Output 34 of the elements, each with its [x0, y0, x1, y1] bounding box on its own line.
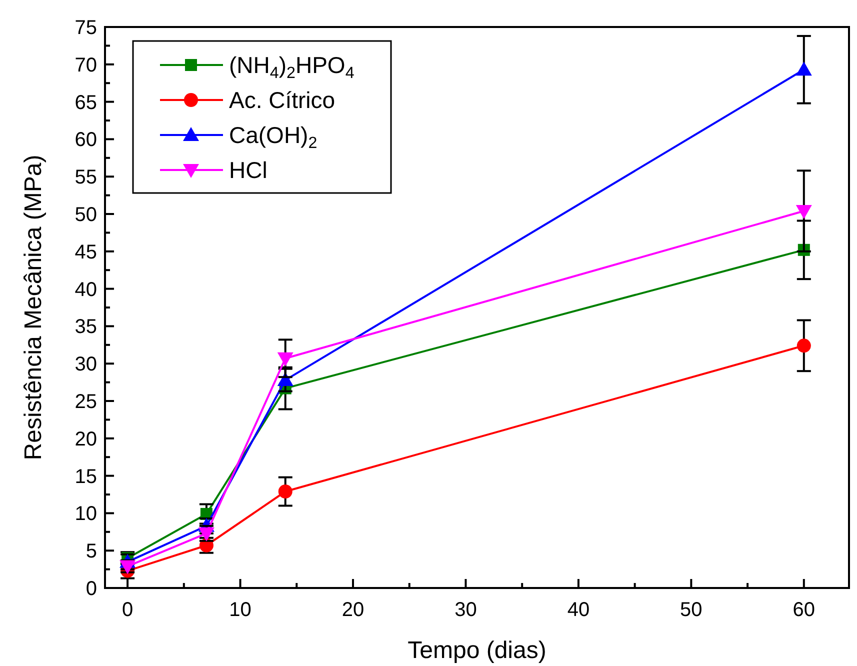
y-tick-label: 5: [86, 540, 97, 563]
point: [277, 352, 294, 366]
y-tick-label: 70: [74, 54, 97, 76]
y-tick-label: 65: [74, 92, 97, 114]
x-tick-label: 40: [567, 599, 590, 621]
x-tick-label: 50: [680, 599, 702, 621]
point: [796, 338, 811, 353]
legend-label: Ac. Cítrico: [229, 87, 336, 113]
y-tick-label: 50: [74, 204, 97, 226]
x-tick-label: 60: [792, 599, 816, 621]
y-tick-label: 60: [74, 129, 97, 152]
point: [278, 484, 292, 499]
x-tick-label: 30: [454, 599, 477, 621]
y-tick-label: 55: [74, 166, 97, 189]
y-tick-label: 45: [74, 241, 97, 264]
legend-label: Ca(OH)$_{2}$: [229, 122, 318, 152]
y-tick-label: 10: [74, 503, 97, 526]
y-axis-title: Resistência Mecânica (MPa): [20, 154, 47, 460]
x-tick-label: 10: [229, 599, 252, 621]
point: [796, 62, 812, 76]
legend-label: (NH$_{4}$)$_{2}$HPO$_{4}$: [229, 52, 354, 82]
x-tick-label: 20: [342, 599, 364, 621]
y-tick-label: 75: [74, 17, 97, 39]
y-tick-label: 40: [74, 278, 97, 301]
y-tick-label: 30: [74, 354, 97, 376]
point: [796, 205, 812, 220]
y-tick-label: 0: [86, 578, 97, 600]
x-tick-label: 0: [122, 599, 134, 621]
y-tick-label: 25: [74, 391, 97, 413]
y-tick-label: 35: [74, 316, 97, 338]
legend-label: HCl: [229, 157, 268, 183]
y-tick-label: 20: [74, 428, 97, 450]
y-tick-label: 15: [74, 466, 97, 488]
x-axis-title: Tempo (dias): [408, 637, 546, 664]
